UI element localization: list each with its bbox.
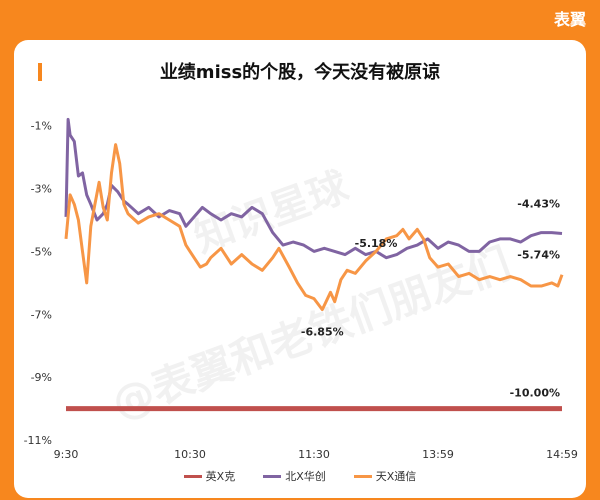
end-label: -10.00% [510,387,560,400]
y-tick-label: -3% [31,183,52,196]
legend-label-1: 北X华创 [285,470,326,483]
chart-title: 业绩miss的个股，今天没有被原谅 [159,62,441,83]
legend-swatch-2 [353,474,372,478]
title-accent-bar [38,63,42,81]
brand-logo: 表翼 [553,10,586,29]
legend-label-2: 天X通信 [375,470,417,483]
x-tick-label: 13:59 [422,448,454,461]
legend-swatch-1 [263,474,282,478]
legend-swatch-0 [183,474,202,478]
y-tick-label: -5% [31,245,52,258]
x-tick-label: 11:30 [298,448,330,461]
legend-item-0: 英X克 [183,468,236,484]
series-line-2 [64,143,564,312]
chart-card [14,40,586,498]
x-tick-label: 14:59 [546,448,578,461]
y-tick-label: -1% [31,120,52,133]
x-tick-label: 10:30 [174,448,206,461]
legend-label-0: 英X克 [205,470,236,483]
data-label: -5.18% [355,237,398,250]
y-tick-label: -11% [24,434,52,447]
legend-item-1: 北X华创 [263,468,326,484]
x-tick-label: 9:30 [54,448,79,461]
end-label: -5.74% [517,249,560,262]
chart-legend: 英X克 北X华创 天X通信 [0,468,600,484]
y-tick-label: -9% [31,371,52,384]
data-label: -6.85% [301,326,344,339]
end-label: -4.43% [517,198,560,211]
series-line-1 [64,117,563,260]
y-tick-label: -7% [31,308,52,321]
legend-item-2: 天X通信 [353,468,417,484]
